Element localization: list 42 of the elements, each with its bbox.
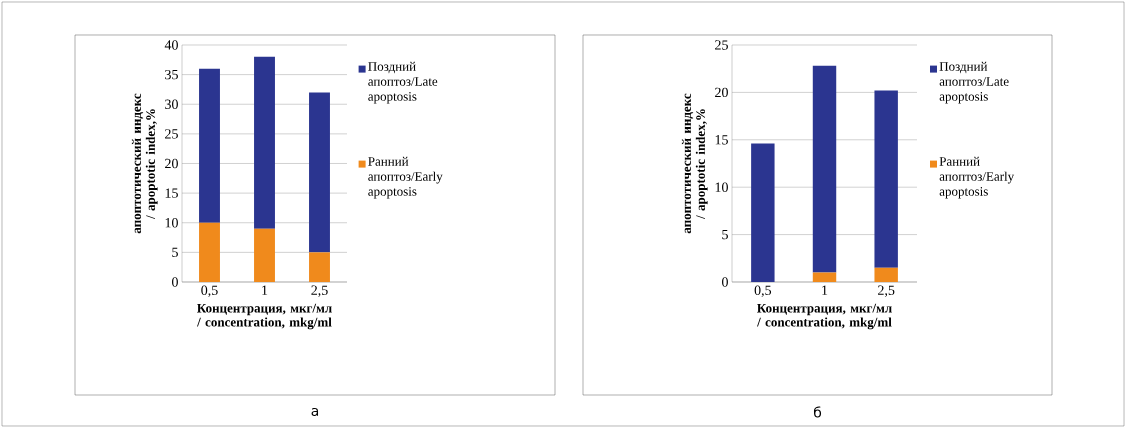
bar xyxy=(199,222,220,282)
y-tick-label: 5 xyxy=(722,229,728,240)
bar xyxy=(751,143,775,282)
y-tick-label: 0 xyxy=(172,277,178,287)
y-tick-label: 30 xyxy=(165,99,178,109)
legend-label: Ранний апоптоз/Early apoptosis xyxy=(368,156,443,199)
x-tick-label: 0,5 xyxy=(201,285,218,297)
y-tick-label: 10 xyxy=(165,218,178,228)
legend-label: Поздний апоптоз/Late apoptosis xyxy=(939,61,1009,104)
legend-label: Поздний апоптоз/Late apoptosis xyxy=(368,61,438,104)
y-tick-label: 20 xyxy=(165,158,178,169)
y-tick-label: 0 xyxy=(722,277,728,287)
bar xyxy=(874,90,898,268)
y-tick-label: 5 xyxy=(172,247,178,258)
bar xyxy=(254,228,275,282)
bar xyxy=(254,56,275,229)
y-tick-label: 35 xyxy=(165,69,178,80)
x-tick-label: 1 xyxy=(262,285,268,295)
y-tick-label: 25 xyxy=(165,129,178,139)
y-tick-label: 15 xyxy=(165,188,178,198)
y-tick-label: 25 xyxy=(715,40,728,50)
bar xyxy=(812,272,837,282)
bar xyxy=(309,92,330,253)
x-axis-title: Концентрация, мкг/мл / concentration, mkg/ml xyxy=(757,303,892,330)
y-axis-title: апоптотический индекс / apoptotic index,% xyxy=(681,93,708,234)
bar xyxy=(309,252,330,282)
x-axis-title: Концентрация, мкг/мл / concentration, mkg/ml xyxy=(197,303,332,330)
legend-label: Ранний апоптоз/Early apoptosis xyxy=(939,156,1015,199)
text: а xyxy=(311,407,319,417)
x-tick-label: 2,5 xyxy=(878,285,895,297)
y-tick-label: 20 xyxy=(715,87,728,98)
y-tick-label: 15 xyxy=(715,135,728,145)
bar xyxy=(874,267,898,282)
x-tick-label: 1 xyxy=(822,285,828,295)
y-tick-label: 40 xyxy=(164,40,178,50)
bar xyxy=(199,68,220,223)
y-tick-label: 10 xyxy=(715,182,728,192)
x-tick-label: 2,5 xyxy=(311,285,328,297)
y-axis-title: апоптотический индекс / apoptotic index,% xyxy=(131,93,158,234)
text: б xyxy=(813,406,822,418)
x-tick-label: 0,5 xyxy=(754,285,772,297)
bar xyxy=(812,65,837,273)
